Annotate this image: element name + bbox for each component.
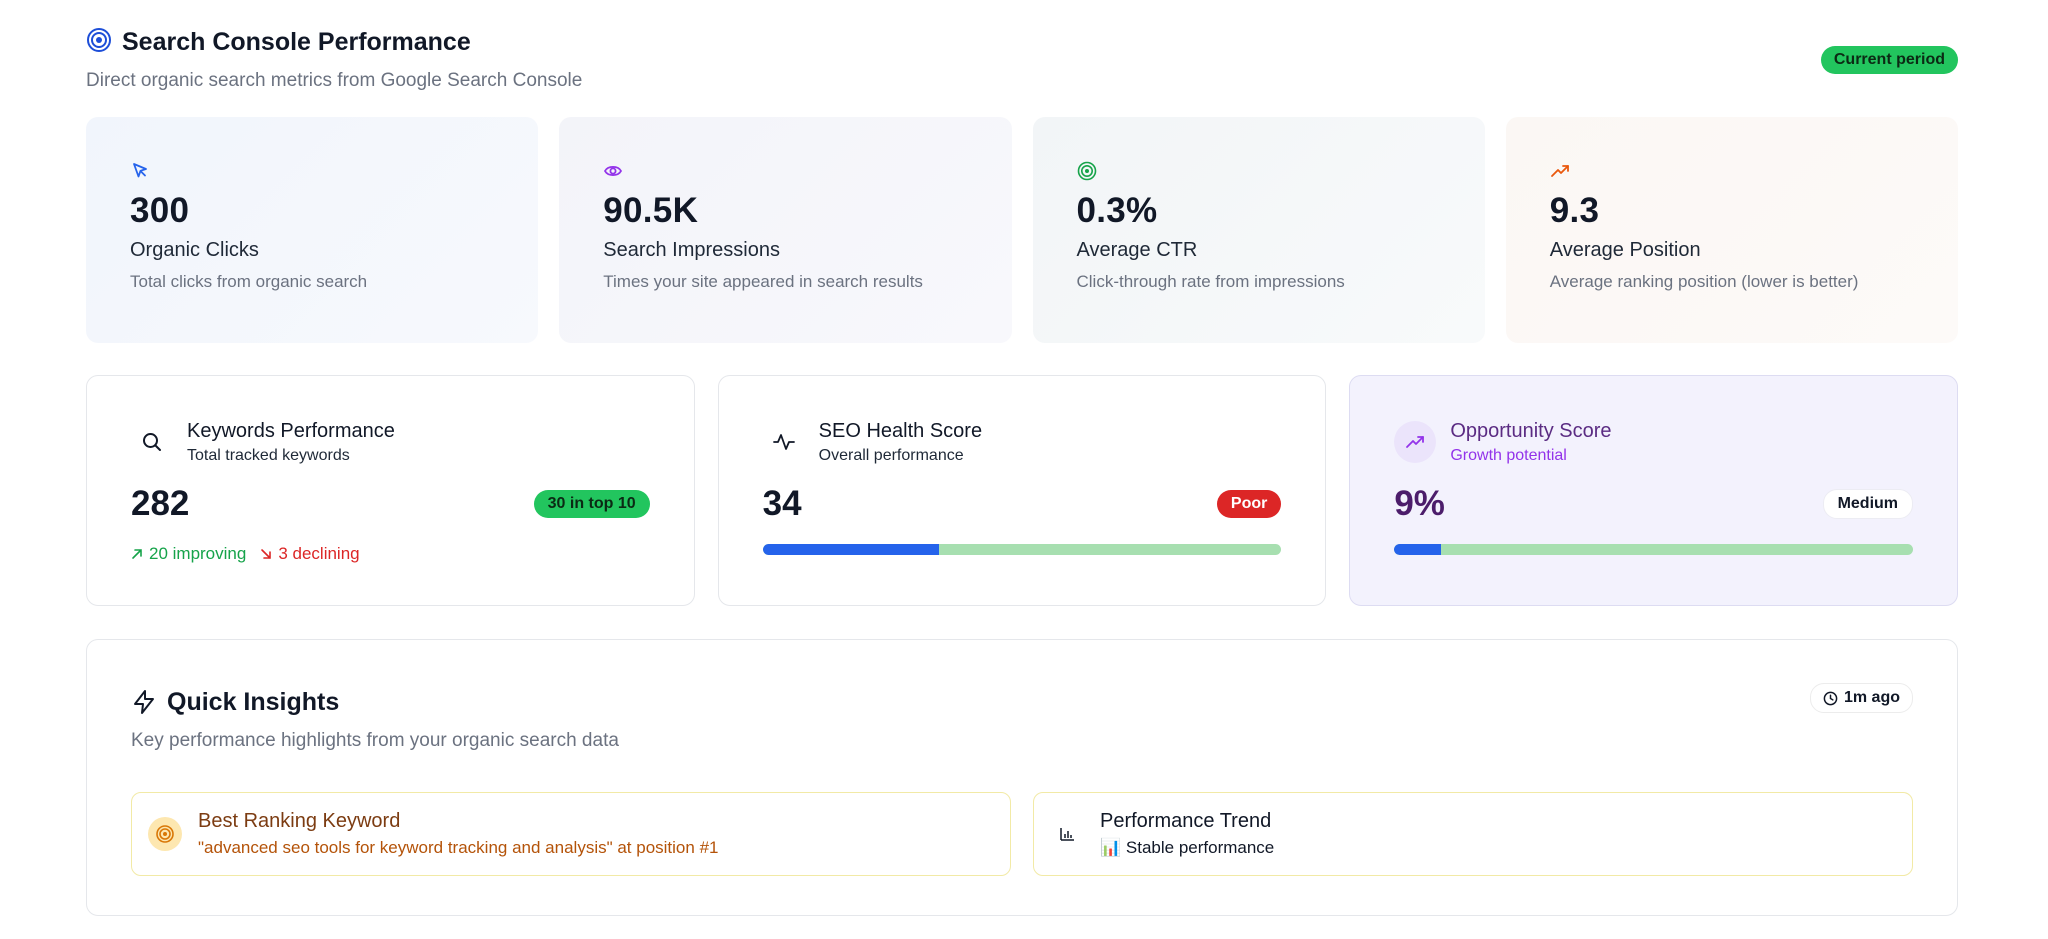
metric-card-impressions: 90.5K Search Impressions Times your site… — [559, 117, 1012, 343]
metrics-row: 300 Organic Clicks Total clicks from org… — [86, 117, 1958, 343]
updated-time: 1m ago — [1843, 689, 1900, 706]
card-subtitle: Total tracked keywords — [187, 446, 350, 464]
zap-icon — [134, 690, 154, 714]
top10-badge: 30 in top 10 — [533, 490, 650, 518]
metric-card-clicks: 300 Organic Clicks Total clicks from org… — [86, 117, 539, 343]
seo-health-card: SEO Health Score Overall performance 34 … — [717, 375, 1327, 606]
insights-title: Quick Insights — [167, 687, 340, 716]
metric-card-ctr: 0.3% Average CTR Click-through rate from… — [1032, 117, 1485, 343]
card-title: Keywords Performance — [187, 419, 395, 442]
clock-icon — [1823, 691, 1838, 705]
improving-label: 20 improving — [149, 544, 247, 563]
card-subtitle: Growth potential — [1450, 446, 1567, 464]
target-icon — [148, 817, 182, 851]
insight-description: 📊 Stable performance — [1100, 838, 1275, 857]
seo-progress-bar — [762, 544, 1282, 555]
arrow-up-right-icon — [132, 549, 142, 559]
trending-up-icon — [1394, 421, 1437, 463]
improving-stat: 20 improving — [131, 544, 246, 564]
card-title: SEO Health Score — [818, 419, 983, 442]
declining-label: 3 declining — [278, 544, 360, 563]
opportunity-progress-fill — [1394, 544, 1442, 555]
page-header: Search Console Performance Direct organi… — [86, 26, 1958, 96]
updated-time-badge: 1m ago — [1809, 683, 1913, 713]
metric-description: Click-through rate from impressions — [1076, 272, 1345, 291]
target-icon — [86, 27, 112, 58]
metric-value: 0.3% — [1076, 191, 1158, 230]
insight-description: "advanced seo tools for keyword tracking… — [198, 838, 719, 857]
seo-progress-fill — [762, 544, 940, 555]
opportunity-value: 9% — [1394, 484, 1445, 523]
card-subtitle: Overall performance — [818, 446, 964, 464]
insight-title: Performance Trend — [1100, 810, 1272, 832]
keywords-card: Keywords Performance Total tracked keywo… — [86, 375, 695, 606]
quick-insights-panel: Quick Insights Key performance highlight… — [86, 639, 1958, 916]
metric-description: Total clicks from organic search — [130, 272, 368, 291]
metric-value: 90.5K — [603, 191, 699, 230]
opportunity-progress-bar — [1394, 544, 1914, 555]
eye-icon — [604, 165, 623, 177]
metric-description: Average ranking position (lower is bette… — [1549, 272, 1859, 291]
metric-card-position: 9.3 Average Position Average ranking pos… — [1505, 117, 1958, 343]
search-icon — [131, 421, 173, 463]
metric-label: Search Impressions — [603, 239, 780, 261]
metric-label: Organic Clicks — [130, 239, 259, 261]
bar-chart-icon — [1050, 817, 1084, 851]
period-badge[interactable]: Current period — [1820, 46, 1958, 74]
seo-score-value: 34 — [762, 484, 802, 523]
page-subtitle: Direct organic search metrics from Googl… — [86, 70, 583, 91]
metric-label: Average CTR — [1076, 239, 1198, 261]
card-title: Opportunity Score — [1450, 419, 1612, 442]
metric-label: Average Position — [1549, 239, 1701, 261]
trending-up-icon — [1550, 165, 1569, 177]
opportunity-badge: Medium — [1822, 489, 1914, 519]
best-keyword-card[interactable]: Best Ranking Keyword "advanced seo tools… — [131, 792, 1011, 876]
opportunity-card: Opportunity Score Growth potential 9% Me… — [1349, 375, 1959, 606]
activity-icon — [763, 421, 805, 463]
declining-stat: 3 declining — [260, 544, 360, 564]
arrow-down-right-icon — [261, 549, 272, 559]
metric-value: 9.3 — [1549, 191, 1600, 230]
performance-trend-card[interactable]: Performance Trend 📊 Stable performance — [1033, 792, 1913, 876]
cursor-icon — [133, 163, 147, 178]
insights-subtitle: Key performance highlights from your org… — [131, 730, 619, 751]
target-icon — [1077, 161, 1096, 181]
seo-status-badge: Poor — [1216, 490, 1282, 518]
scores-row: Keywords Performance Total tracked keywo… — [86, 375, 1959, 606]
page-title: Search Console Performance — [122, 27, 471, 56]
metric-description: Times your site appeared in search resul… — [603, 272, 923, 291]
keywords-count: 282 — [131, 484, 190, 523]
insight-title: Best Ranking Keyword — [198, 810, 401, 832]
metric-value: 300 — [130, 191, 190, 230]
